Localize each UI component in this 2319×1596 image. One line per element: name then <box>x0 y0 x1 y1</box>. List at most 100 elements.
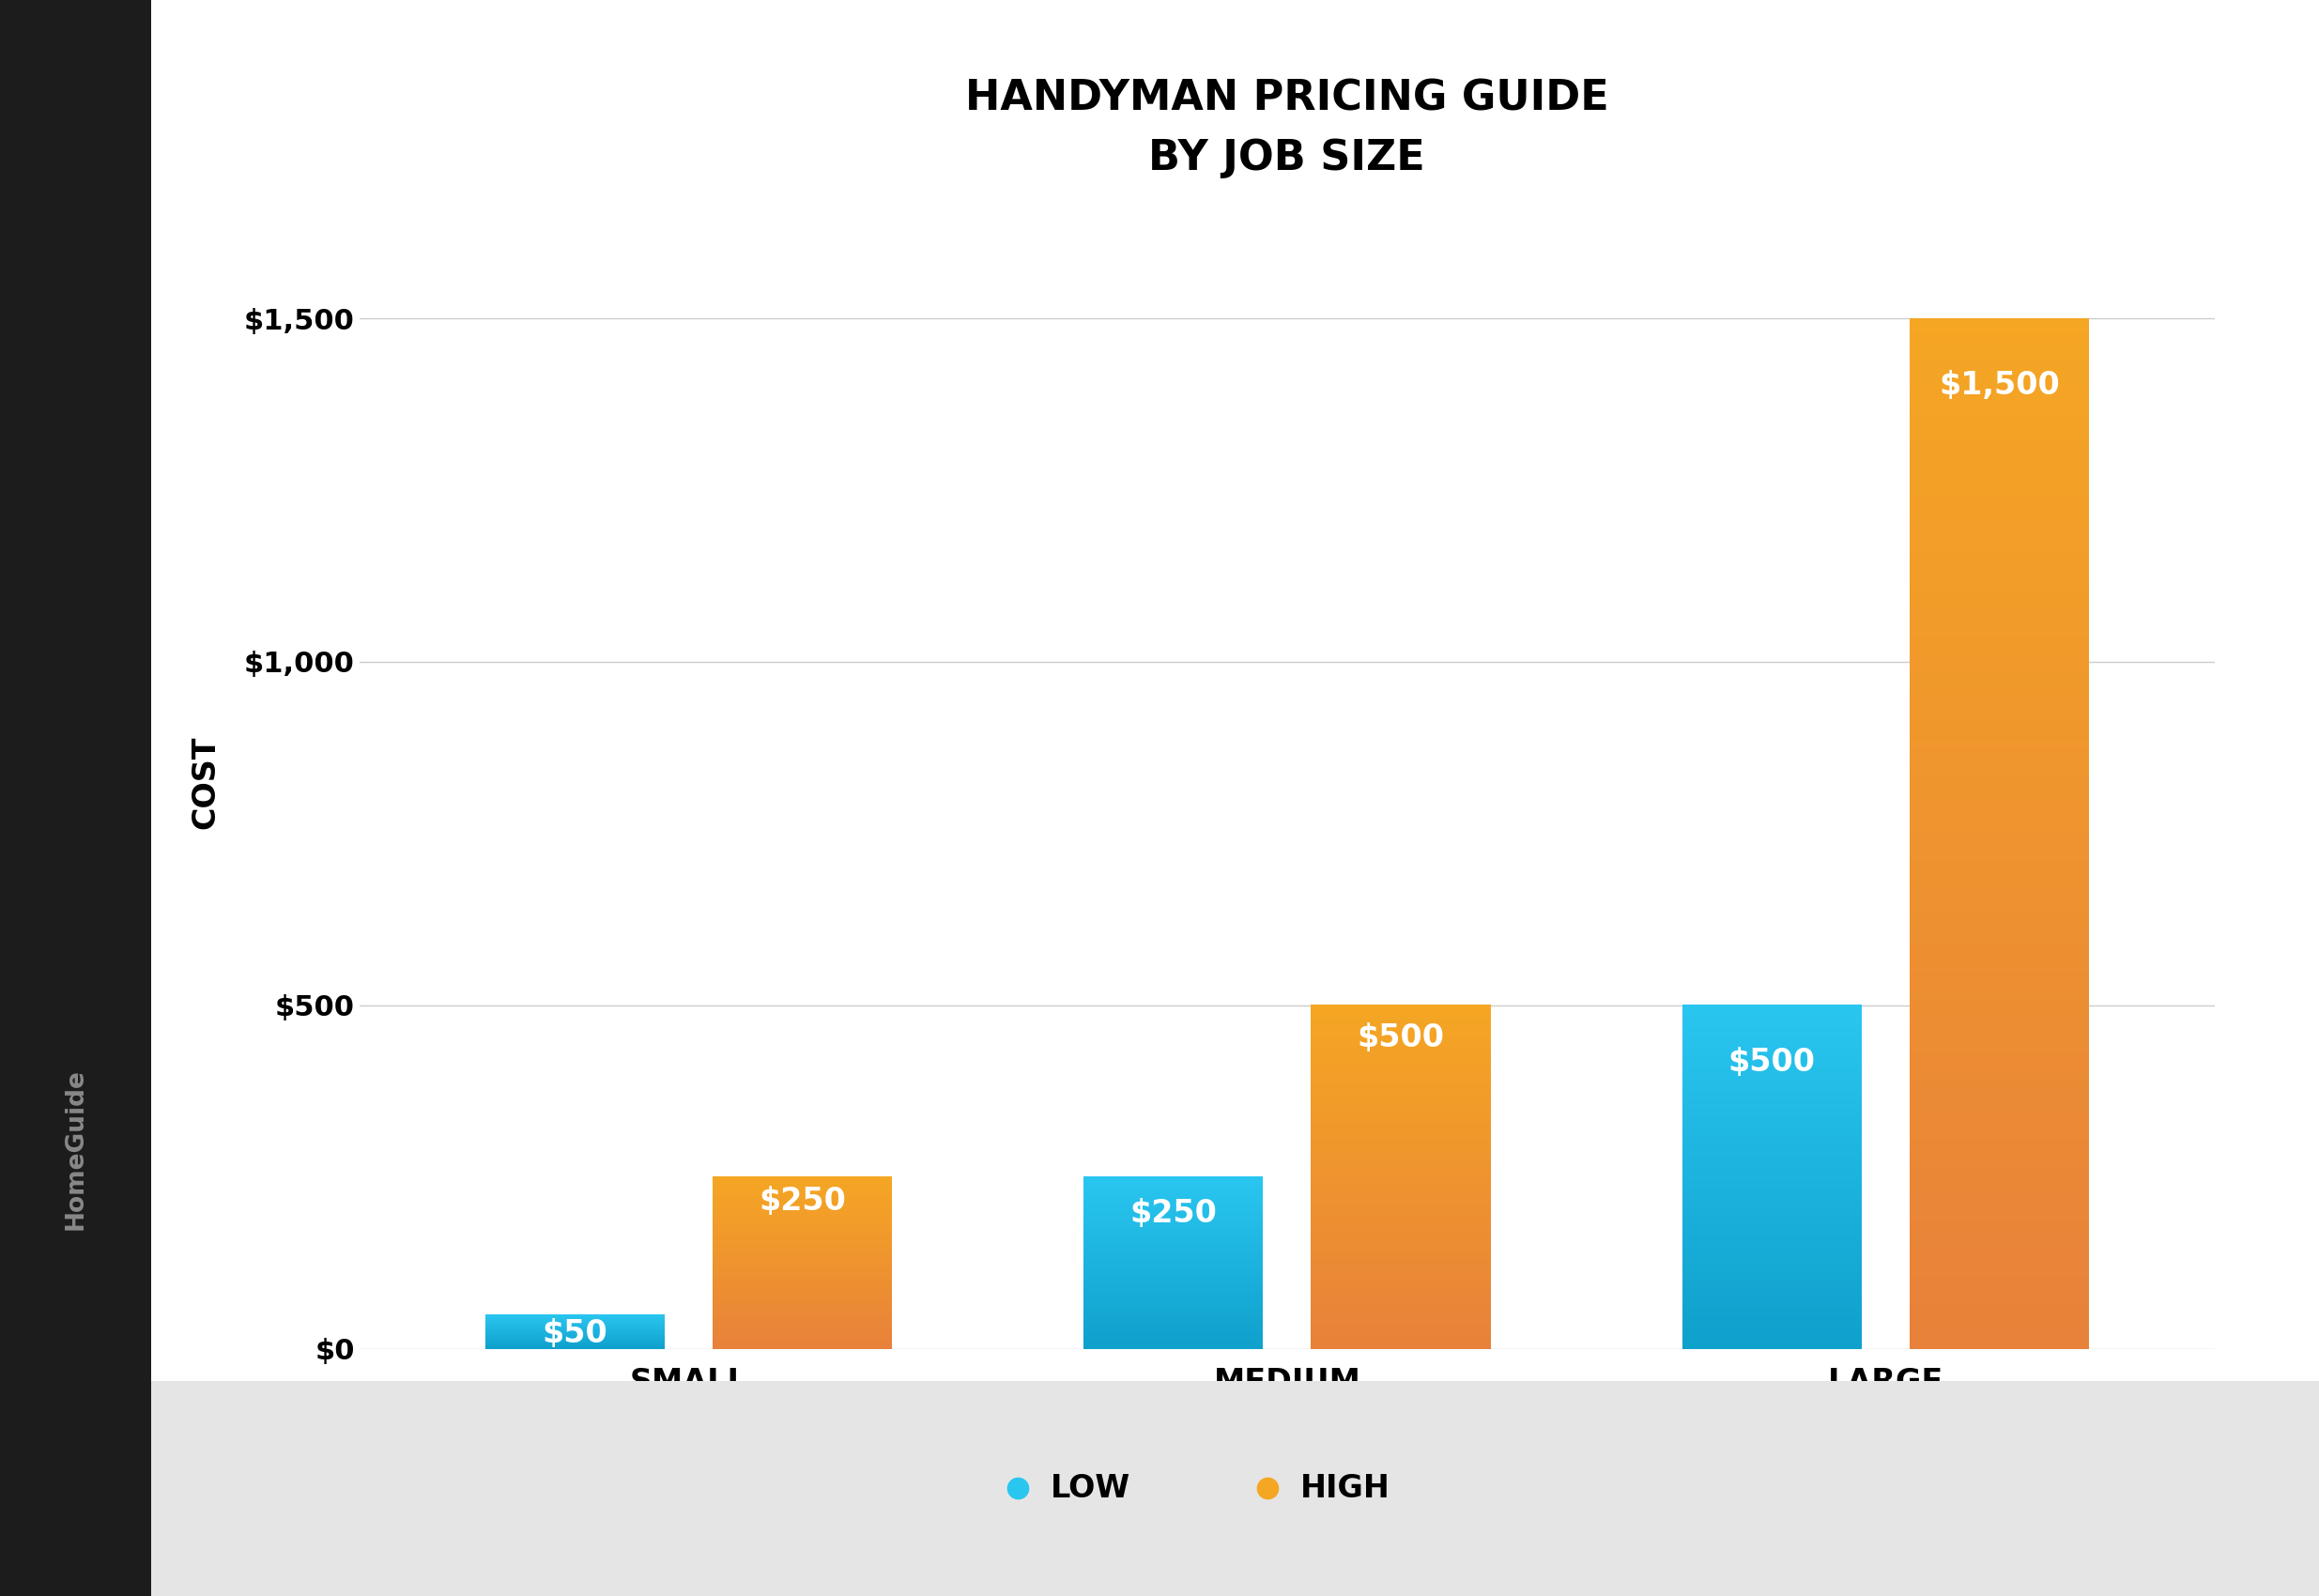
Bar <box>1909 1167 2089 1170</box>
Bar <box>1909 1232 2089 1235</box>
Bar <box>1909 875 2089 878</box>
Bar <box>1909 803 2089 806</box>
Bar <box>1909 1224 2089 1229</box>
Bar <box>1909 1218 2089 1221</box>
Bar <box>1909 792 2089 796</box>
Bar <box>1909 383 2089 388</box>
Bar <box>1909 651 2089 654</box>
Bar <box>1909 1036 2089 1039</box>
Bar <box>1909 1111 2089 1116</box>
Bar <box>1909 1060 2089 1063</box>
Bar <box>1909 702 2089 707</box>
Bar <box>1909 1259 2089 1262</box>
Bar <box>1909 1298 2089 1301</box>
Bar <box>1909 528 2089 531</box>
Bar <box>1909 994 2089 999</box>
Bar <box>1909 681 2089 686</box>
Bar <box>1909 1104 2089 1108</box>
Bar <box>1909 1341 2089 1345</box>
Bar <box>1909 950 2089 954</box>
Bar <box>1909 452 2089 456</box>
Bar <box>1909 919 2089 922</box>
Bar <box>1909 370 2089 373</box>
Bar <box>1909 1280 2089 1283</box>
Bar <box>1909 544 2089 549</box>
Bar <box>1909 827 2089 830</box>
Bar <box>1909 448 2089 452</box>
Bar <box>1909 847 2089 851</box>
Bar <box>1909 881 2089 886</box>
Text: HIGH: HIGH <box>1301 1473 1389 1503</box>
Bar <box>1909 573 2089 576</box>
Bar <box>1909 816 2089 820</box>
Bar <box>1909 1087 2089 1092</box>
Bar <box>1909 654 2089 659</box>
Bar <box>1909 1077 2089 1080</box>
Bar <box>1909 1039 2089 1044</box>
Bar <box>1909 1211 2089 1215</box>
Bar <box>1909 1140 2089 1143</box>
Bar <box>1909 926 2089 930</box>
Bar <box>1909 717 2089 720</box>
Bar <box>1909 884 2089 889</box>
Bar <box>1909 755 2089 758</box>
Bar <box>1909 1325 2089 1328</box>
Bar <box>1909 1146 2089 1149</box>
Bar <box>1909 535 2089 538</box>
Bar <box>1909 1334 2089 1339</box>
Bar <box>1909 1321 2089 1325</box>
Bar <box>1909 851 2089 854</box>
Bar <box>1909 710 2089 713</box>
Bar <box>1909 1143 2089 1146</box>
Bar <box>1909 335 2089 338</box>
Bar <box>1909 899 2089 902</box>
Bar <box>1909 953 2089 958</box>
Bar <box>1909 555 2089 559</box>
Bar <box>1909 1238 2089 1242</box>
Bar <box>1909 397 2089 401</box>
Bar <box>1909 586 2089 591</box>
Bar <box>1909 1042 2089 1047</box>
Bar <box>1909 511 2089 514</box>
Bar <box>1909 1018 2089 1023</box>
Bar <box>1909 1005 2089 1009</box>
Bar <box>1909 579 2089 583</box>
Bar <box>1909 442 2089 445</box>
Bar <box>1909 1293 2089 1298</box>
Bar <box>1909 1098 2089 1101</box>
Bar <box>1909 1029 2089 1033</box>
Bar <box>1909 1191 2089 1194</box>
Bar <box>1909 404 2089 407</box>
Bar <box>1909 1304 2089 1307</box>
Bar <box>1909 648 2089 651</box>
Bar <box>1909 1033 2089 1036</box>
Bar <box>1909 913 2089 916</box>
Bar <box>1909 484 2089 487</box>
Bar <box>1909 490 2089 493</box>
Bar <box>1909 1242 2089 1245</box>
Bar <box>1909 1026 2089 1029</box>
Bar <box>1909 562 2089 565</box>
Text: $500: $500 <box>1357 1023 1445 1053</box>
Text: $500: $500 <box>1728 1047 1816 1077</box>
Bar <box>1909 576 2089 579</box>
Bar <box>1909 991 2089 994</box>
Bar <box>1909 1057 2089 1060</box>
Bar <box>1909 552 2089 555</box>
Bar <box>1909 693 2089 696</box>
Text: $50: $50 <box>543 1318 608 1349</box>
Bar <box>1909 819 2089 824</box>
Bar <box>1909 1001 2089 1005</box>
Bar <box>1909 380 2089 383</box>
Bar <box>1909 1170 2089 1173</box>
Bar <box>1909 1317 2089 1321</box>
Bar <box>1909 958 2089 961</box>
Bar <box>1909 1135 2089 1140</box>
Bar <box>1909 731 2089 734</box>
Bar <box>1909 500 2089 504</box>
Bar <box>1909 642 2089 645</box>
Bar <box>1909 373 2089 377</box>
Bar <box>1909 758 2089 761</box>
Bar <box>1909 734 2089 737</box>
Bar <box>1909 487 2089 490</box>
